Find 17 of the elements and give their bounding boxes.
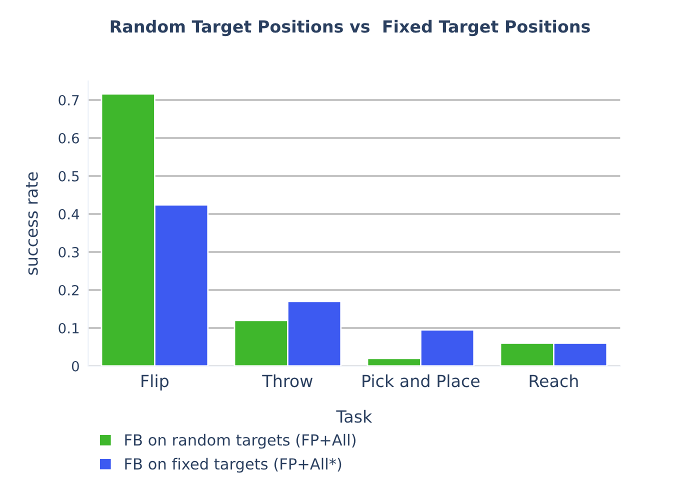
y-tick-label: 0.5	[58, 170, 79, 182]
y-tick-label: 0.7	[58, 94, 79, 106]
y-tick-label: 0	[72, 360, 79, 372]
chart-title: Random Target Positions vs Fixed Target Positions	[110, 20, 590, 36]
legend-label: FB on fixed targets (FP+All*)	[125, 458, 342, 473]
y-tick-label: 0.3	[58, 246, 79, 258]
x-tick-label: Flip	[142, 374, 169, 390]
y-tick-label: 0.2	[58, 284, 78, 296]
legend-label: FB on random targets (FP+All)	[125, 434, 356, 449]
y-tick-label: 0.6	[58, 132, 79, 144]
x-axis-title: Task	[336, 410, 372, 423]
y-tick-label: 0.4	[58, 208, 80, 220]
x-tick-label: Reach	[530, 374, 578, 388]
y-axis-title: success rate	[26, 172, 38, 275]
x-tick-label: Throw	[262, 374, 313, 388]
x-tick-label: Pick and Place	[362, 374, 480, 388]
y-tick-label: 0.1	[58, 322, 79, 334]
